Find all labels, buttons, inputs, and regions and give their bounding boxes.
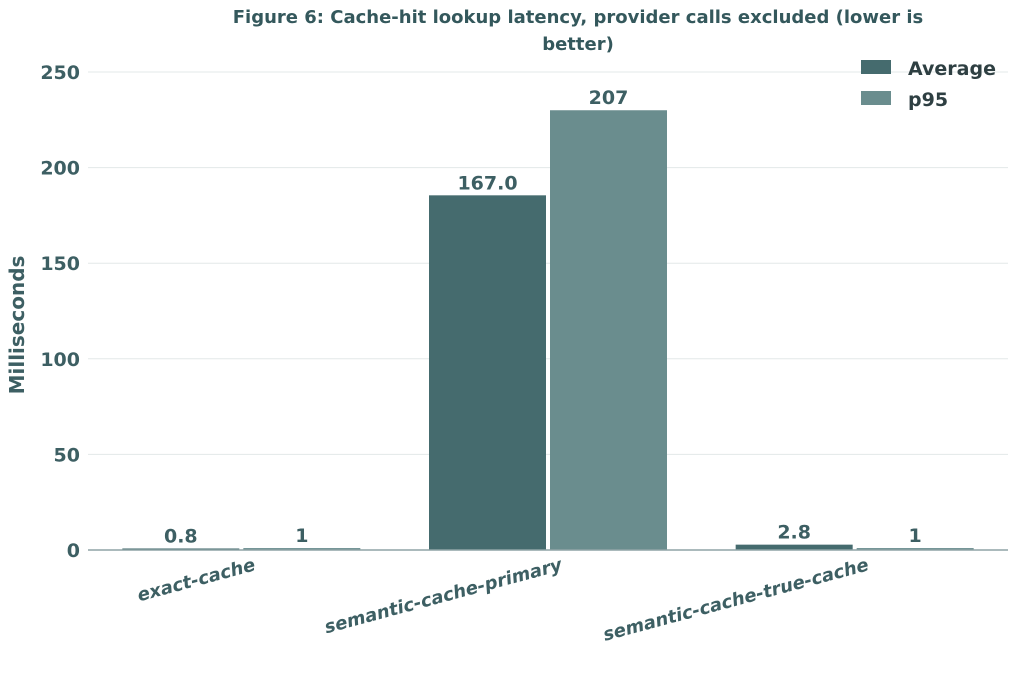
y-tick-label: 50 [54,444,80,466]
bar-p95-semantic-cache-primary [550,110,667,551]
y-tick-label: 0 [67,540,80,562]
data-label: 167.0 [457,172,517,194]
bars [122,110,974,551]
legend-swatch-average [861,60,891,74]
chart-title: Figure 6: Cache-hit lookup latency, prov… [233,7,924,55]
gridlines [88,71,1008,455]
x-category-label: semantic-cache-true-cache [601,555,871,646]
y-axis-label: Milliseconds [5,256,29,395]
bar-p95-exact-cache [243,548,361,550]
bar-p95-semantic-cache-true-cache [856,548,974,550]
legend: Average p95 [861,58,996,111]
x-category-label: semantic-cache-primary [322,554,565,638]
y-tick-label: 150 [40,253,80,275]
data-label: 207 [589,87,629,109]
bar-average-semantic-cache-true-cache [735,544,853,550]
data-label: 1 [909,525,922,547]
x-axis-categories: exact-cache semantic-cache-primary semanti… [135,554,871,646]
data-label: 0.8 [164,525,198,547]
y-tick-label: 250 [40,62,80,84]
chart-title-line-1: Figure 6: Cache-hit lookup latency, prov… [233,7,924,28]
legend-swatch-p95 [861,91,891,105]
data-labels: 0.8 1 167.0 207 2.8 1 [164,87,922,547]
legend-label-average: Average [908,58,996,80]
legend-label-p95: p95 [908,89,948,111]
data-label: 2.8 [777,522,811,544]
y-axis-ticks: 0 50 100 150 200 250 [40,62,80,562]
data-label: 1 [295,525,308,547]
chart-title-line-2: better) [542,34,614,55]
y-tick-label: 200 [40,158,80,180]
y-tick-label: 100 [40,349,80,371]
bar-average-exact-cache [122,548,240,550]
x-category-label: exact-cache [135,555,258,607]
bar-average-semantic-cache-primary [429,195,546,550]
